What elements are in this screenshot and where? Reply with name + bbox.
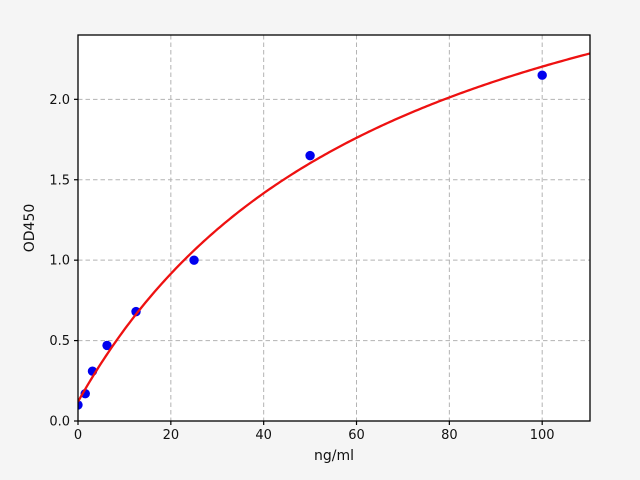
axes-spines: [77, 34, 591, 422]
data-point: [78, 400, 83, 410]
y-tick-label: 1.0: [49, 254, 70, 269]
data-point: [189, 255, 199, 265]
plot-area: [78, 35, 590, 421]
y-tick-label: 0.5: [49, 334, 70, 349]
x-tick-label: 0: [74, 428, 82, 443]
x-tick-label: 40: [255, 428, 272, 443]
data-point: [102, 340, 112, 351]
x-tick-label: 80: [441, 428, 458, 443]
x-tick-label: 60: [348, 428, 365, 443]
x-tick-label: 20: [163, 428, 180, 443]
data-point: [537, 70, 547, 80]
y-tick-label: 0.0: [49, 415, 70, 430]
data-point: [131, 306, 141, 317]
y-tick-label: 1.5: [49, 173, 70, 188]
fit-curve: [78, 52, 590, 403]
data-point: [305, 150, 315, 161]
y-tick-label: 2.0: [49, 93, 70, 108]
x-tick-label: 100: [530, 428, 555, 443]
x-axis-label: ng/ml: [313, 448, 354, 464]
y-axis-label: OD450: [22, 203, 38, 253]
